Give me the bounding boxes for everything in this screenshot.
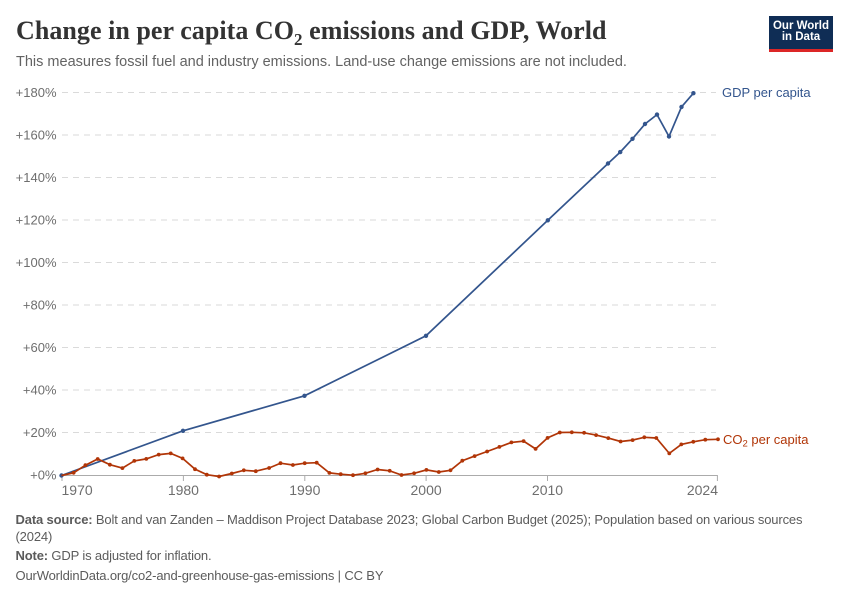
svg-text:2010: 2010: [532, 482, 563, 498]
svg-text:CO2 per capita: CO2 per capita: [723, 432, 809, 450]
svg-text:+160%: +160%: [16, 128, 57, 143]
svg-text:+120%: +120%: [16, 213, 57, 228]
svg-text:GDP per capita: GDP per capita: [722, 85, 811, 100]
svg-text:+60%: +60%: [23, 340, 57, 355]
svg-text:1970: 1970: [62, 482, 93, 498]
svg-text:1980: 1980: [168, 482, 199, 498]
svg-text:+0%: +0%: [30, 468, 57, 483]
svg-text:2000: 2000: [411, 482, 442, 498]
svg-text:+40%: +40%: [23, 383, 57, 398]
svg-text:+20%: +20%: [23, 425, 57, 440]
svg-text:2024: 2024: [687, 482, 718, 498]
svg-text:+100%: +100%: [16, 255, 57, 270]
svg-text:+140%: +140%: [16, 170, 57, 185]
svg-text:+80%: +80%: [23, 298, 57, 313]
svg-text:+180%: +180%: [16, 85, 57, 100]
svg-text:1990: 1990: [289, 482, 320, 498]
